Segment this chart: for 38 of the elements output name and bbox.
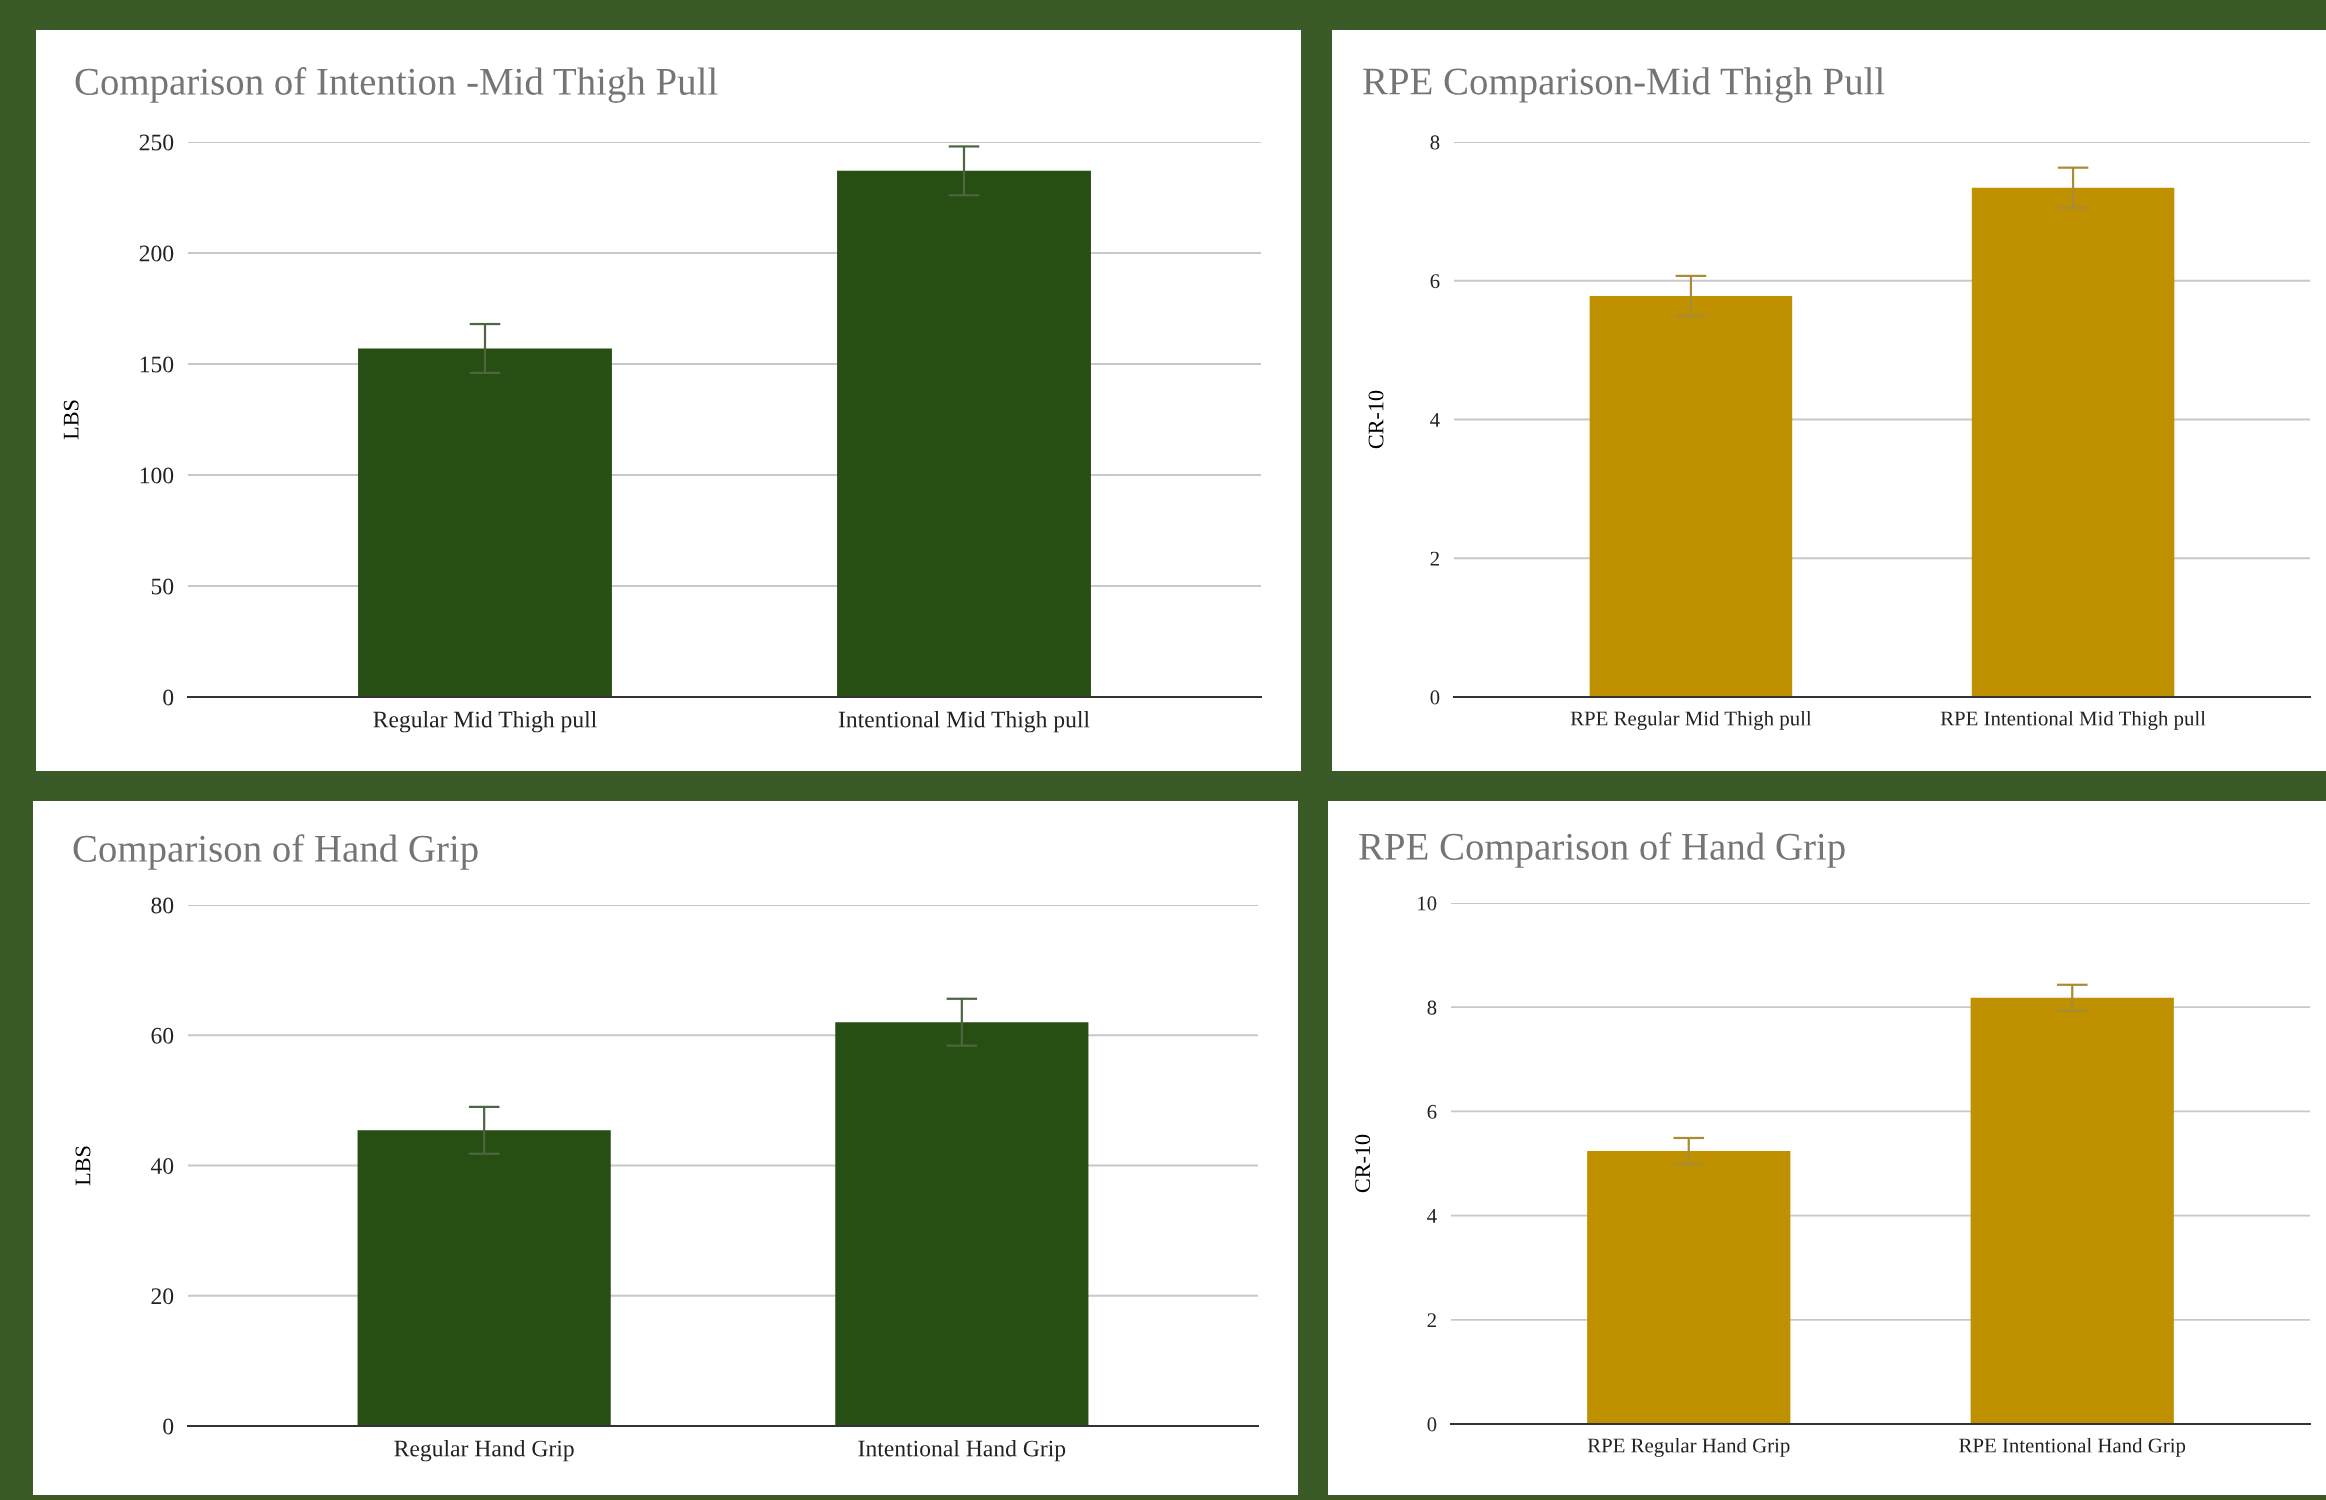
- x-tick-label: RPE Intentional Mid Thigh pull: [1940, 710, 2206, 730]
- y-axis-title: LBS: [63, 400, 79, 440]
- chart-title: RPE Comparison-Mid Thigh Pull: [1363, 67, 1885, 103]
- y-tick-label: 20: [151, 1288, 174, 1305]
- chart-title: RPE Comparison of Hand Grip: [1359, 832, 1845, 868]
- x-tick-label: RPE Regular Mid Thigh pull: [1570, 710, 1812, 730]
- y-tick-label: 80: [151, 897, 174, 914]
- chart-title: Comparison of Hand Grip: [73, 834, 478, 870]
- y-tick-label: 6: [1427, 1104, 1437, 1119]
- chart-title: Comparison of Intention -Mid Thigh Pull: [75, 67, 718, 103]
- y-tick-label: 40: [150, 1157, 174, 1174]
- y-tick-label: 10: [1418, 896, 1437, 911]
- y-tick-label: 60: [151, 1027, 174, 1044]
- y-tick-label: 0: [163, 1418, 174, 1435]
- y-axis-title: LBS: [75, 1146, 91, 1186]
- y-tick-label: 6: [1430, 274, 1440, 289]
- y-tick-label: 8: [1427, 1000, 1437, 1015]
- y-tick-label: 0: [1427, 1417, 1437, 1432]
- y-tick-label: 0: [1430, 690, 1440, 705]
- y-tick-label: 2: [1427, 1313, 1436, 1328]
- y-axis-title: CR-10: [1368, 390, 1384, 449]
- x-tick-label: Intentional Hand Grip: [858, 1439, 1066, 1462]
- y-tick-label: 4: [1430, 413, 1440, 427]
- x-tick-label: Regular Hand Grip: [394, 1439, 574, 1462]
- x-tick-label: RPE Regular Hand Grip: [1587, 1437, 1790, 1457]
- y-tick-label: 200: [139, 245, 174, 262]
- x-tick-label: Intentional Mid Thigh pull: [838, 710, 1090, 733]
- y-axis-title: CR-10: [1355, 1134, 1371, 1193]
- y-tick-label: 0: [163, 689, 174, 706]
- x-tick-label: RPE Intentional Hand Grip: [1959, 1437, 2186, 1457]
- y-tick-label: 4: [1427, 1209, 1437, 1223]
- y-tick-label: 50: [151, 578, 174, 595]
- y-tick-label: 250: [139, 134, 174, 151]
- y-tick-label: 150: [140, 356, 174, 373]
- y-tick-label: 100: [140, 467, 174, 484]
- y-tick-label: 2: [1430, 551, 1439, 566]
- x-tick-label: Regular Mid Thigh pull: [373, 710, 597, 733]
- y-tick-label: 8: [1430, 135, 1440, 150]
